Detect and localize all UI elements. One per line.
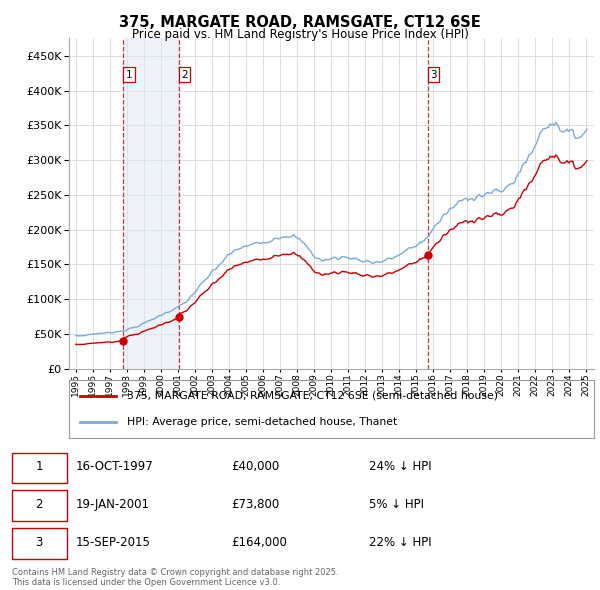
FancyBboxPatch shape xyxy=(12,528,67,559)
Text: 3: 3 xyxy=(430,70,437,80)
FancyBboxPatch shape xyxy=(12,490,67,521)
Text: £164,000: £164,000 xyxy=(231,536,287,549)
Text: Contains HM Land Registry data © Crown copyright and database right 2025.: Contains HM Land Registry data © Crown c… xyxy=(12,568,338,576)
Text: 1: 1 xyxy=(126,70,133,80)
Text: 2: 2 xyxy=(181,70,188,80)
Text: 15-SEP-2015: 15-SEP-2015 xyxy=(76,536,150,549)
Text: Price paid vs. HM Land Registry's House Price Index (HPI): Price paid vs. HM Land Registry's House … xyxy=(131,28,469,41)
Bar xyxy=(123,38,179,369)
Text: 22% ↓ HPI: 22% ↓ HPI xyxy=(369,536,432,549)
Text: HPI: Average price, semi-detached house, Thanet: HPI: Average price, semi-detached house,… xyxy=(127,417,397,427)
Text: 24% ↓ HPI: 24% ↓ HPI xyxy=(369,460,432,473)
Text: 3: 3 xyxy=(35,536,43,549)
Text: This data is licensed under the Open Government Licence v3.0.: This data is licensed under the Open Gov… xyxy=(12,578,280,587)
Text: 19-JAN-2001: 19-JAN-2001 xyxy=(76,498,149,511)
Text: £73,800: £73,800 xyxy=(231,498,279,511)
Text: 5% ↓ HPI: 5% ↓ HPI xyxy=(369,498,424,511)
FancyBboxPatch shape xyxy=(12,453,67,483)
Text: 375, MARGATE ROAD, RAMSGATE, CT12 6SE: 375, MARGATE ROAD, RAMSGATE, CT12 6SE xyxy=(119,15,481,30)
Text: £40,000: £40,000 xyxy=(231,460,279,473)
Text: 375, MARGATE ROAD, RAMSGATE, CT12 6SE (semi-detached house): 375, MARGATE ROAD, RAMSGATE, CT12 6SE (s… xyxy=(127,391,498,401)
Text: 2: 2 xyxy=(35,498,43,511)
Text: 1: 1 xyxy=(35,460,43,473)
Text: 16-OCT-1997: 16-OCT-1997 xyxy=(76,460,153,473)
